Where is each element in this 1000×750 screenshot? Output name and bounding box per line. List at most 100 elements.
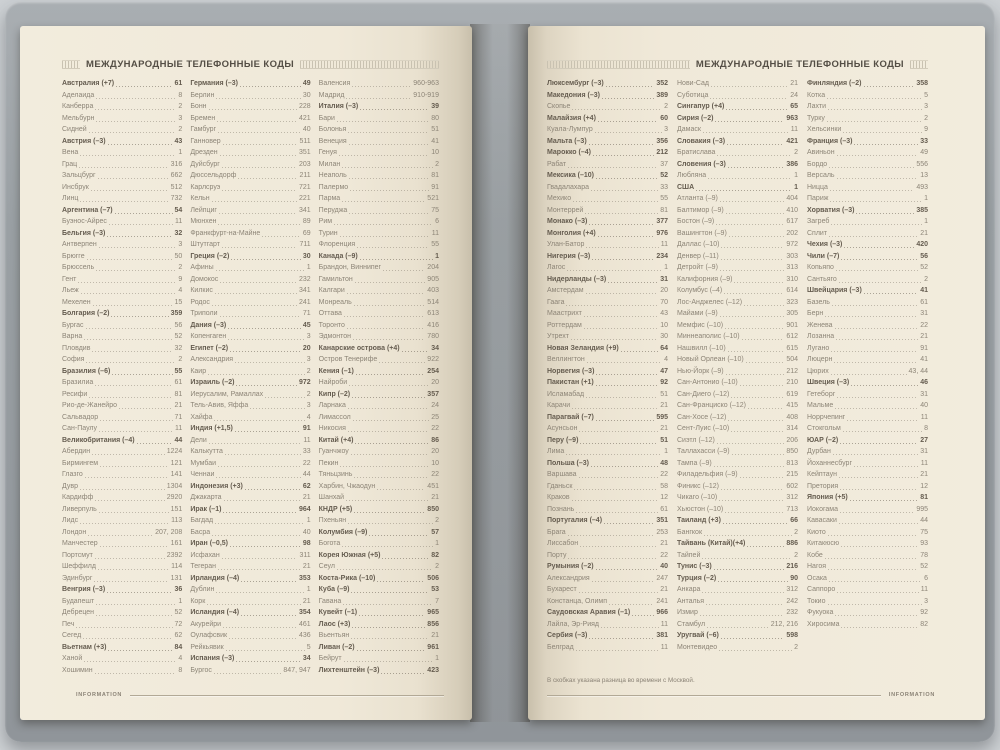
entry-code: 2920 — [166, 494, 183, 501]
entry-name: Сан-Паулу — [62, 425, 97, 432]
entry-row: Нью-Йорк (–9) 212 — [677, 366, 798, 378]
dot-leader — [86, 362, 177, 363]
entry-code: 595 — [656, 413, 668, 421]
entry-row: Нашвилл (–10) 615 — [677, 343, 798, 355]
entry-code: 314 — [786, 425, 798, 432]
entry-code: 965 — [427, 609, 439, 616]
entry-row: Мехико 55 — [547, 193, 668, 205]
entry-code: 1 — [794, 183, 798, 191]
entry-code: 210 — [786, 379, 798, 386]
entry-name: Малайзия (+4) — [547, 114, 596, 122]
codes-column-1: Австралия (+7) 61 Аделаида 8 Канберра 2 Мельбу… — [62, 78, 182, 676]
entry-name: Ницца — [807, 183, 828, 191]
entry-code: 11 — [431, 229, 439, 237]
dot-leader — [836, 178, 919, 179]
dot-leader — [241, 580, 297, 582]
entry-code: 71 — [302, 310, 311, 317]
dot-leader — [719, 649, 793, 651]
entry-row: Сан-Паулу 11 — [62, 423, 182, 435]
entry-name: Никосия — [318, 425, 346, 432]
entry-row: Турин 11 — [319, 228, 439, 240]
entry-name: Берлин — [190, 91, 215, 99]
entry-row: Гамбург 40 — [190, 124, 311, 136]
dot-leader — [829, 166, 915, 168]
entry-name: Дрезден — [190, 149, 218, 156]
dot-leader — [838, 523, 919, 524]
entry-name: Атланта (–9) — [677, 195, 718, 202]
dot-leader — [108, 224, 174, 225]
entry-name: Лима — [547, 448, 565, 455]
dot-leader — [348, 523, 434, 524]
entry-code: 662 — [170, 172, 183, 179]
entry-code: 2 — [794, 551, 798, 559]
entry-name: Венгрия (–3) — [62, 586, 106, 593]
entry-code: 114 — [171, 563, 183, 570]
entry-code: 995 — [916, 505, 928, 513]
entry-code: 385 — [916, 206, 928, 214]
entry-name: Утрехт — [547, 333, 569, 340]
entry-row: Палермо 91 — [319, 182, 439, 194]
entry-row: Кобе 78 — [807, 550, 928, 562]
dot-leader — [583, 316, 659, 317]
entry-row: Новый Орлеан (–10) 504 — [677, 354, 798, 366]
entry-code: 241 — [298, 298, 311, 306]
entry-code: 93 — [920, 540, 928, 547]
dot-leader — [221, 557, 298, 559]
entry-name: Калифорния (–9) — [677, 275, 733, 283]
dot-leader — [98, 511, 169, 513]
entry-row: Бремен 421 — [190, 113, 311, 125]
entry-code: 70 — [660, 298, 668, 306]
entry-name: Скопье — [547, 103, 571, 110]
entry-code: 212, 216 — [770, 620, 798, 628]
entry-code: 619 — [786, 390, 798, 398]
entry-name: Сеул — [318, 563, 335, 570]
entry-code: 37 — [660, 160, 668, 168]
entry-code: 353 — [298, 574, 311, 582]
entry-row: Сан-Франциско (–12) 415 — [677, 400, 798, 412]
entry-name: Дамаск — [677, 126, 701, 133]
entry-code: 12 — [660, 494, 668, 501]
entry-name: Краков — [547, 494, 570, 501]
dot-leader — [836, 339, 919, 340]
entry-row: Эдмонтон 780 — [319, 331, 439, 343]
entry-name: Асунсьон — [547, 425, 578, 432]
entry-code: 886 — [786, 540, 798, 547]
entry-code: 410 — [786, 206, 798, 214]
entry-row: Тель-Авив, Яффа 3 — [190, 400, 311, 412]
entry-code: 24 — [790, 91, 798, 99]
dot-leader — [741, 339, 785, 340]
entry-row: Сан-Диего (–12) 619 — [677, 389, 798, 401]
entry-code: 11 — [660, 643, 668, 651]
dot-leader — [831, 350, 919, 352]
entry-row: Саудовская Аравия (–1) 966 — [547, 607, 668, 619]
dot-leader — [119, 408, 173, 409]
entry-name: Йоханнесбург — [807, 459, 853, 467]
dot-leader — [568, 166, 659, 168]
entry-row: Карлсруэ 721 — [190, 182, 311, 194]
dot-leader — [579, 431, 659, 432]
left-page-header: МЕЖДУНАРОДНЫЕ ТЕЛЕФОННЫЕ КОДЫ — [20, 59, 472, 70]
entry-code: 34 — [431, 344, 439, 352]
entry-row: Мумбаи 22 — [190, 458, 311, 470]
dot-leader — [214, 293, 297, 294]
entry-row: Брандон, Виннипег 204 — [319, 262, 439, 274]
dot-leader — [583, 327, 659, 329]
entry-code: 4 — [306, 413, 311, 421]
entry-row: Атланта (–9) 404 — [677, 193, 798, 205]
entry-name: Белград — [547, 643, 574, 651]
entry-row: Сан-Антонио (–10) 210 — [677, 377, 798, 389]
entry-name: Бразилиа — [62, 379, 94, 386]
entry-code: 241 — [656, 597, 668, 605]
entry-row: Лаос (+3) 856 — [319, 619, 439, 631]
dot-leader — [221, 166, 297, 168]
dot-leader — [720, 258, 785, 260]
dot-leader — [570, 339, 659, 340]
entry-name: Мумбаи — [190, 459, 217, 467]
entry-row: Харбин, Чжаодун 451 — [319, 481, 439, 493]
entry-name: Сплит — [807, 229, 828, 237]
entry-row: Майами (–9) 305 — [677, 308, 798, 320]
entry-row: Александрия 3 — [190, 354, 311, 366]
entry-row: Египет (–2) 20 — [190, 343, 311, 355]
entry-row: Милан 2 — [319, 159, 439, 171]
dot-leader — [835, 615, 919, 616]
